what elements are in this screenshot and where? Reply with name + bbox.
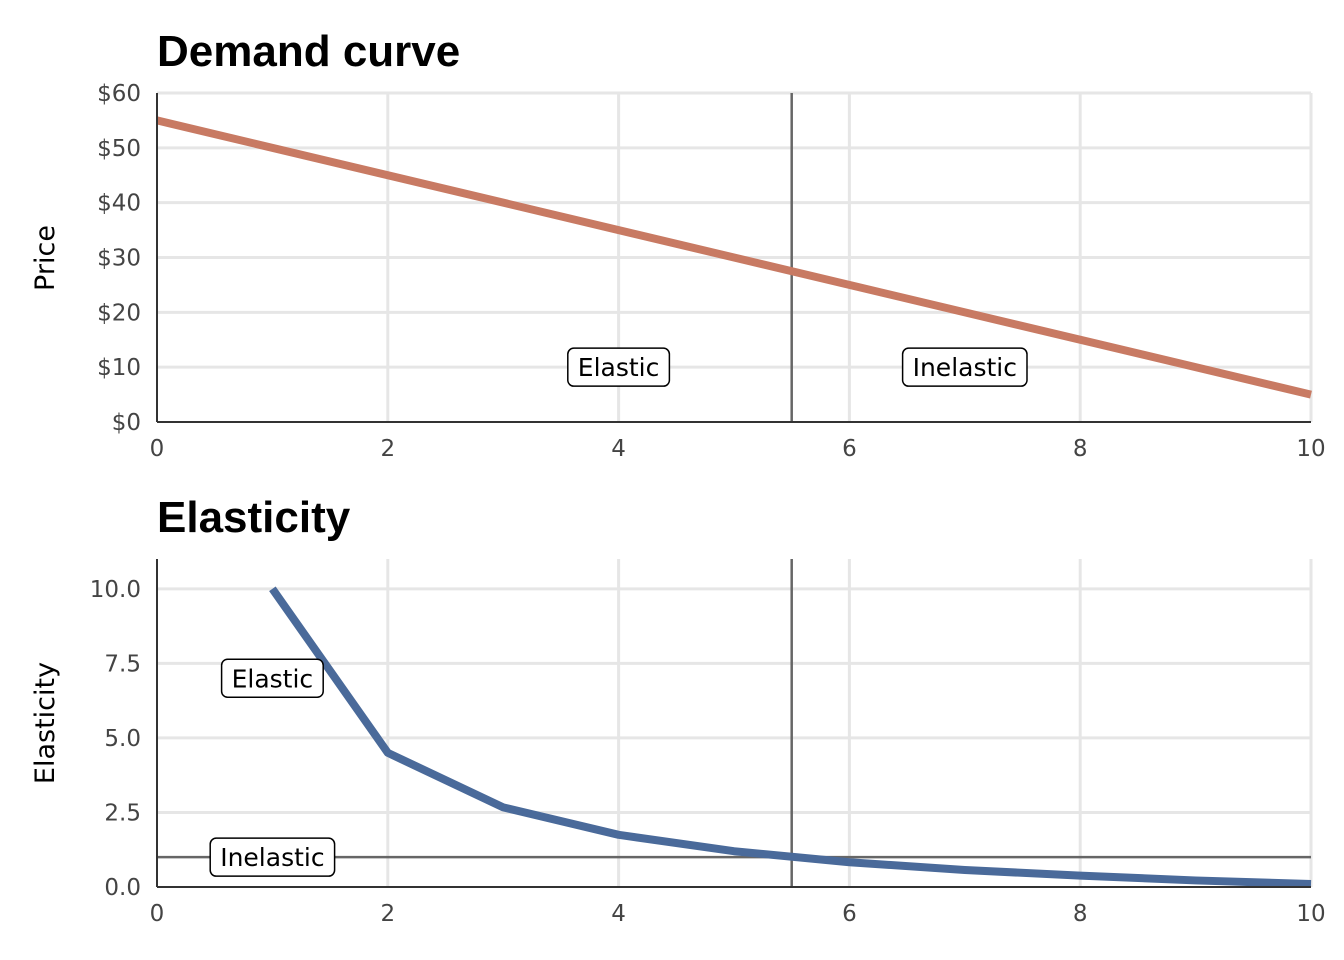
elasticity-panel: Elasticity Elasticity 0 2 4 6 8 10 0.0 2.5 5.0 7.… <box>30 493 1326 927</box>
annotation-box <box>209 837 336 877</box>
annotation-box <box>220 658 324 699</box>
x-tick-label: 8 <box>1073 901 1088 927</box>
annotation-text: Inelastic <box>220 843 324 872</box>
x-tick-label: 2 <box>380 901 395 927</box>
annotation-label: Inelastic <box>901 347 1028 387</box>
y-tick-label: 7.5 <box>104 651 141 677</box>
y-tick-label: 5.0 <box>104 726 141 752</box>
y-tick-label: $10 <box>97 355 141 381</box>
y-tick-label: $40 <box>97 191 141 217</box>
y-tick-label: 2.5 <box>104 800 141 826</box>
x-tick-label: 10 <box>1296 901 1325 927</box>
y-tick-label: $50 <box>97 136 141 162</box>
annotation-label: Elastic <box>567 347 671 387</box>
series-line <box>156 116 1312 399</box>
annotation-label: Elastic <box>220 658 324 699</box>
x-tick-label: 10 <box>1296 436 1325 462</box>
y-axis-title: Elasticity <box>30 662 61 784</box>
y-tick-label: 10.0 <box>90 577 141 603</box>
series-line <box>269 586 1312 889</box>
x-tick-label: 0 <box>150 436 165 462</box>
chart-title: Demand curve <box>157 27 460 76</box>
y-axis-title: Price <box>30 225 61 291</box>
x-tick-label: 6 <box>842 436 857 462</box>
x-tick-label: 8 <box>1073 436 1088 462</box>
chart-title: Elasticity <box>157 493 351 542</box>
annotation-text: Inelastic <box>913 353 1017 382</box>
annotation-box <box>567 347 671 387</box>
y-tick-label: $60 <box>97 81 141 107</box>
annotation-text: Elastic <box>232 664 314 693</box>
x-tick-label: 0 <box>150 901 165 927</box>
x-tick-label: 2 <box>380 436 395 462</box>
annotation-label: Inelastic <box>209 837 336 877</box>
x-tick-label: 4 <box>611 901 626 927</box>
x-tick-label: 4 <box>611 436 626 462</box>
x-tick-label: 6 <box>842 901 857 927</box>
y-tick-label: $20 <box>97 300 141 326</box>
annotation-box <box>901 347 1028 387</box>
y-tick-label: $0 <box>112 410 141 436</box>
y-tick-label: 0.0 <box>104 875 141 901</box>
demand-curve-panel: Demand curve Price 0 2 4 6 8 10 $0 $10 $20 $30 $40… <box>30 27 1326 462</box>
y-tick-label: $30 <box>97 246 141 272</box>
annotation-text: Elastic <box>578 353 660 382</box>
